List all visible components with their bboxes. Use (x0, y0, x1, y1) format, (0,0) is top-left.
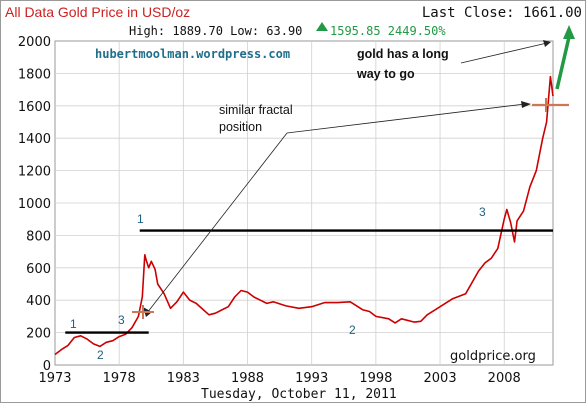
date-label: Tuesday, October 11, 2011 (201, 387, 397, 402)
price-series-line (54, 75, 554, 356)
y-axis-ticks: 0 200 400 600 800 1000 1200 1400 1600 1800 2000 (18, 35, 51, 374)
grid-lines (55, 41, 553, 365)
y-tick-label: 1600 (18, 100, 51, 115)
y-tick-label: 600 (26, 262, 51, 277)
arrowhead-icon (543, 40, 551, 47)
y-tick-label: 1200 (18, 165, 51, 180)
x-tick-label: 2003 (424, 371, 457, 386)
up-arrow-icon (316, 22, 328, 31)
wave-marker-2-upper: 2 (349, 323, 356, 337)
pointer-line-2011 (286, 103, 526, 134)
y-tick-label: 400 (26, 294, 51, 309)
x-tick-label: 1983 (167, 371, 200, 386)
y-tick-label: 800 (26, 229, 51, 244)
long-way-line1: gold has a long (357, 47, 449, 61)
chart-title: All Data Gold Price in USD/oz (5, 4, 190, 20)
x-tick-label: 1978 (103, 371, 136, 386)
reference-lines (65, 229, 553, 334)
wave-marker-2: 2 (97, 348, 104, 362)
x-tick-label: 1998 (359, 371, 392, 386)
similar-fractal-line1: similar fractal (219, 103, 293, 117)
high-low-stats: High: 1889.70 Low: 63.90 (129, 24, 302, 38)
source-url: hubertmoolman.wordpress.com (95, 47, 290, 61)
change-value: 1595.85 2449.50% (330, 24, 446, 38)
last-close: Last Close: 1661.00 (422, 5, 582, 21)
y-tick-label: 200 (26, 327, 51, 342)
x-axis-ticks: 1973 1978 1983 1988 1993 1998 2003 2008 (38, 371, 520, 386)
wave-marker-3: 3 (118, 313, 125, 327)
x-tick-label: 1988 (231, 371, 264, 386)
x-tick-label: 1973 (38, 371, 71, 386)
y-tick-label: 1000 (18, 197, 51, 212)
plot-area: 0 200 400 600 800 1000 1200 1400 1600 1800 2000 19… (18, 35, 554, 386)
y-tick-label: 1400 (18, 132, 51, 147)
wave-marker-1-upper: 1 (137, 212, 144, 226)
green-up-arrow-icon (563, 25, 575, 39)
y-tick-label: 1800 (18, 67, 51, 82)
y-tick-label: 0 (43, 359, 51, 374)
y-tick-label: 2000 (18, 35, 51, 50)
arrowhead-icon (521, 101, 531, 108)
x-tick-label: 1993 (295, 371, 328, 386)
wave-marker-3-upper: 3 (479, 205, 486, 219)
long-way-line2: way to go (356, 67, 415, 81)
watermark: goldprice.org (450, 349, 536, 364)
pointer-line-top (460, 42, 548, 64)
similar-fractal-line2: position (219, 120, 262, 134)
wave-marker-1: 1 (70, 317, 77, 331)
x-tick-label: 2008 (488, 371, 521, 386)
pointer-line-1979 (146, 132, 288, 314)
green-arrow-shaft (555, 36, 571, 90)
